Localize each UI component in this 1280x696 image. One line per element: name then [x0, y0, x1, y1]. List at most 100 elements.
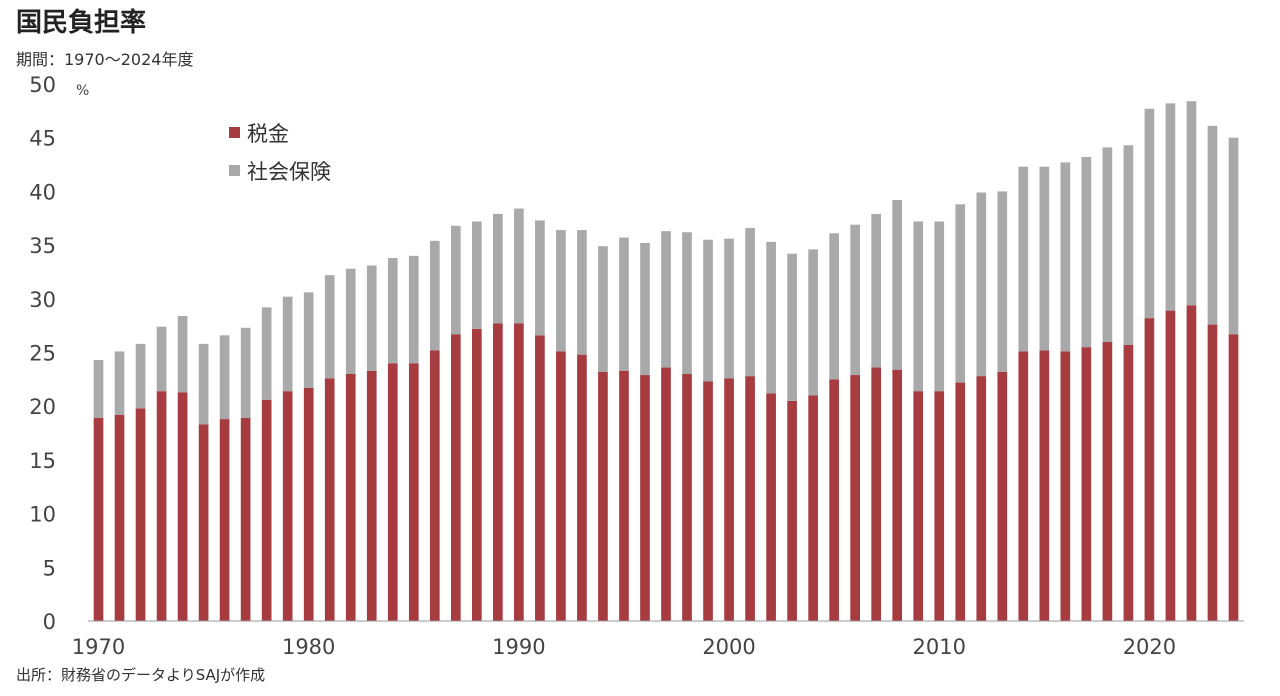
- bar-tax-1976: [219, 419, 230, 621]
- bar-social-insurance-1989: [493, 213, 503, 324]
- bar-tax-2003: [787, 400, 797, 621]
- y-tick-label: 20: [29, 395, 56, 419]
- bar-tax-2017: [1081, 347, 1092, 621]
- bar-tax-1978: [261, 399, 272, 621]
- bar-tax-2007: [871, 367, 882, 621]
- bar-social-insurance-2005: [829, 233, 839, 380]
- x-tick-label: 2010: [913, 635, 966, 659]
- bar-tax-2008: [892, 369, 903, 621]
- x-tick-label: 1990: [492, 635, 545, 659]
- bar-social-insurance-2007: [871, 213, 882, 368]
- bar-tax-1996: [640, 375, 650, 621]
- y-tick-label: 50: [29, 73, 56, 97]
- x-tick-label: 2020: [1123, 635, 1176, 659]
- source-note: 出所：財務省のデータよりSAJが作成: [16, 666, 266, 684]
- bar-tax-1981: [324, 378, 335, 621]
- y-tick-label: 10: [29, 503, 56, 527]
- bar-social-insurance-2004: [808, 249, 818, 396]
- bar-social-insurance-1997: [661, 231, 671, 368]
- bar-social-insurance-2013: [997, 191, 1008, 372]
- bar-social-insurance-2022: [1186, 101, 1197, 306]
- bar-social-insurance-1990: [514, 208, 524, 324]
- bar-social-insurance-2024: [1228, 137, 1239, 335]
- bars-group: [93, 101, 1239, 621]
- bar-social-insurance-1972: [135, 343, 146, 409]
- bar-social-insurance-1981: [324, 275, 335, 379]
- bar-tax-2006: [850, 375, 860, 621]
- bar-social-insurance-2014: [1018, 166, 1029, 352]
- bar-social-insurance-1992: [556, 230, 566, 352]
- x-axis: 1970 1980 1990 2000 2010 2020: [72, 620, 1244, 659]
- bar-social-insurance-1996: [640, 242, 650, 376]
- bar-social-insurance-1971: [114, 351, 125, 415]
- bar-social-insurance-2003: [787, 253, 797, 401]
- bar-tax-2014: [1018, 351, 1029, 621]
- bar-tax-1999: [703, 381, 713, 621]
- chart-title: 国民負担率: [16, 8, 147, 38]
- bar-tax-2009: [913, 391, 924, 621]
- bar-social-insurance-2019: [1123, 145, 1134, 345]
- y-tick-label: 0: [43, 610, 56, 634]
- bar-tax-1989: [493, 323, 503, 621]
- bar-social-insurance-2008: [892, 199, 903, 370]
- bar-tax-1977: [240, 418, 251, 621]
- bar-tax-1990: [514, 323, 524, 621]
- x-tick-label: 1970: [72, 635, 125, 659]
- bar-social-insurance-2018: [1102, 147, 1113, 342]
- bar-tax-1973: [156, 391, 167, 621]
- y-tick-label: 45: [29, 127, 56, 151]
- bar-social-insurance-1975: [198, 343, 209, 425]
- legend: 税金 社会保険: [229, 122, 331, 184]
- bar-tax-2004: [808, 395, 818, 621]
- bar-social-insurance-1978: [261, 307, 272, 400]
- bar-social-insurance-1976: [219, 335, 230, 420]
- y-axis-unit: %: [76, 83, 89, 99]
- bar-tax-1980: [303, 387, 314, 621]
- bar-tax-2015: [1039, 350, 1050, 621]
- bar-tax-2016: [1060, 351, 1071, 621]
- y-tick-label: 35: [29, 234, 56, 258]
- y-tick-label: 30: [29, 288, 56, 312]
- bar-tax-2018: [1102, 341, 1113, 621]
- y-tick-label: 40: [29, 180, 56, 204]
- bar-tax-1986: [429, 350, 440, 621]
- bar-tax-1984: [387, 363, 398, 621]
- bar-social-insurance-1984: [387, 257, 398, 364]
- bar-social-insurance-1970: [93, 360, 104, 419]
- bar-social-insurance-1994: [598, 246, 608, 372]
- bar-social-insurance-1986: [429, 240, 440, 351]
- bar-social-insurance-1974: [177, 315, 188, 393]
- bar-social-insurance-2017: [1081, 157, 1092, 348]
- bar-social-insurance-2021: [1165, 103, 1176, 311]
- bar-social-insurance-2020: [1144, 108, 1155, 319]
- bar-social-insurance-2000: [724, 238, 734, 379]
- bar-tax-2000: [724, 378, 734, 621]
- bar-social-insurance-1982: [345, 268, 356, 374]
- bar-tax-2019: [1123, 344, 1134, 621]
- bar-social-insurance-1988: [472, 221, 482, 329]
- bar-tax-1987: [450, 334, 461, 621]
- bar-tax-1983: [366, 370, 377, 621]
- bar-social-insurance-2023: [1207, 125, 1218, 325]
- bar-social-insurance-1993: [577, 230, 587, 355]
- bar-tax-1995: [619, 370, 629, 621]
- bar-tax-1997: [661, 367, 671, 621]
- bar-tax-2011: [955, 382, 966, 621]
- bar-social-insurance-1995: [619, 237, 629, 371]
- bar-tax-2023: [1207, 324, 1218, 621]
- bar-social-insurance-1980: [303, 292, 314, 388]
- bar-tax-1975: [198, 424, 209, 621]
- bar-tax-1993: [577, 354, 587, 621]
- y-tick-label: 5: [43, 556, 56, 580]
- bar-tax-1994: [598, 371, 608, 621]
- bar-tax-2001: [745, 376, 755, 621]
- bar-social-insurance-1983: [366, 265, 377, 371]
- chart-subtitle: 期間：1970～2024年度: [16, 50, 194, 69]
- bar-tax-2021: [1165, 310, 1176, 621]
- bar-social-insurance-1991: [535, 220, 545, 336]
- bar-tax-1985: [408, 363, 419, 621]
- bar-tax-2024: [1228, 334, 1239, 621]
- bar-tax-1998: [682, 373, 692, 621]
- bar-social-insurance-1977: [240, 327, 251, 419]
- bar-tax-1971: [114, 414, 125, 621]
